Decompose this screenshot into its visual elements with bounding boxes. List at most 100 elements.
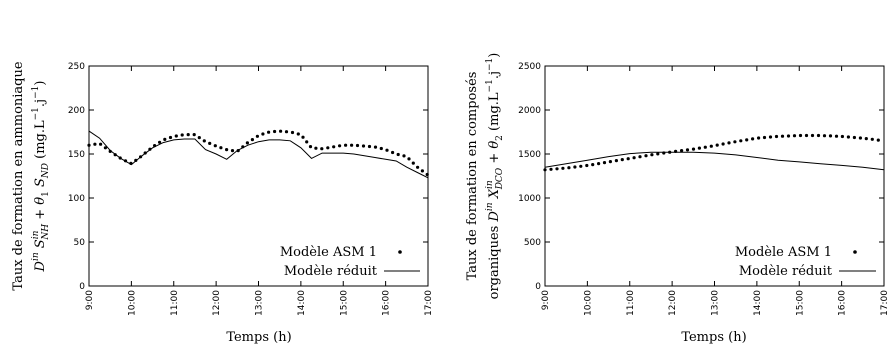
data-point — [332, 145, 336, 149]
data-point — [385, 148, 389, 152]
data-point — [230, 149, 235, 153]
data-point — [638, 155, 642, 159]
y-axis-label-left-line2: Din SinNH + θ1 SND (mg.L−1.j−1) — [31, 81, 51, 273]
legend-left: Modèle ASM 1 Modèle réduit — [280, 245, 420, 279]
data-point — [301, 135, 305, 139]
data-point — [798, 133, 803, 138]
data-point — [828, 134, 833, 138]
series-line-modele-reduit — [88, 130, 429, 179]
data-point — [650, 153, 654, 157]
y-tick-label: 0 — [535, 282, 541, 292]
y-axis-label-right-line2: organiques Din XinDCO + θ2 (mg.L−1.j−1) — [485, 53, 505, 300]
data-point — [852, 135, 857, 140]
data-point — [197, 136, 201, 140]
data-point — [186, 133, 190, 137]
x-tick-label: 17:00 — [880, 290, 887, 316]
data-point — [656, 152, 660, 156]
data-point — [379, 146, 383, 151]
y-tick-label: 1500 — [518, 150, 541, 160]
data-point — [602, 161, 607, 165]
data-point — [614, 159, 619, 163]
y-tick-label: 100 — [68, 194, 85, 204]
x-tick-label: 17:00 — [424, 290, 434, 316]
data-point — [644, 154, 648, 158]
x-tick-label: 12:00 — [668, 290, 678, 316]
legend-left-asm1-marker — [398, 250, 402, 254]
x-tick-label: 13:00 — [711, 290, 721, 316]
data-point — [279, 129, 283, 133]
data-point — [314, 146, 318, 150]
data-point — [721, 142, 725, 146]
data-point — [255, 134, 259, 138]
legend-right: Modèle ASM 1 Modèle réduit — [735, 245, 876, 279]
data-point — [180, 133, 184, 137]
data-point — [804, 133, 809, 138]
y-axis-label-right-line1: Taux de formation en composés — [465, 72, 480, 281]
data-point — [573, 165, 577, 169]
x-tick-label: 15:00 — [795, 290, 805, 316]
data-point — [567, 166, 571, 170]
y-axis-label-left-line1: Taux de formation en ammoniaque — [11, 61, 26, 290]
data-point — [762, 135, 767, 140]
x-tick-label: 11:00 — [626, 290, 636, 316]
x-tick-label: 14:00 — [753, 290, 763, 316]
data-point — [876, 138, 880, 142]
data-point — [367, 144, 372, 149]
data-point — [810, 133, 815, 138]
data-point — [549, 167, 553, 171]
data-point — [338, 144, 342, 148]
data-point — [174, 134, 178, 138]
data-point — [846, 135, 851, 139]
data-point — [834, 134, 839, 138]
legend-left-asm1-label: Modèle ASM 1 — [280, 245, 377, 260]
data-point — [579, 164, 583, 168]
data-point — [858, 136, 863, 140]
data-point — [561, 166, 565, 170]
data-point — [733, 140, 737, 144]
data-point — [840, 134, 845, 139]
y-tick-label: 1000 — [518, 194, 541, 204]
data-point — [632, 156, 636, 160]
data-point — [168, 135, 173, 140]
x-axis-label-right: Temps (h) — [681, 330, 746, 345]
data-point — [99, 142, 103, 146]
series-line-modele-reduit — [544, 151, 885, 171]
chart-left: 0 50 100 150 200 250 9:00 10:00 11:00 12:00 13:00… — [11, 61, 434, 345]
data-point — [864, 137, 868, 141]
y-tick-label: 50 — [74, 238, 86, 248]
data-point — [691, 147, 696, 151]
x-tick-label: 10:00 — [583, 290, 593, 316]
data-point — [192, 133, 196, 137]
data-point — [822, 134, 827, 138]
data-point — [780, 134, 785, 138]
data-point — [391, 150, 395, 155]
data-point — [219, 146, 223, 150]
data-point — [267, 130, 271, 134]
data-point — [320, 147, 324, 151]
data-point — [745, 138, 749, 142]
data-point — [87, 143, 91, 147]
y-tick-label: 500 — [524, 238, 541, 248]
y-tick-label: 2000 — [518, 106, 541, 116]
x-tick-label: 12:00 — [212, 290, 222, 316]
data-point — [626, 157, 630, 161]
data-point — [608, 160, 613, 164]
y-tick-label: 2500 — [518, 62, 541, 72]
data-point — [163, 137, 167, 141]
x-tick-label: 16:00 — [382, 290, 392, 316]
data-point — [202, 139, 206, 143]
data-point — [751, 137, 755, 141]
data-point — [411, 161, 415, 165]
data-point — [425, 172, 429, 177]
data-point — [555, 167, 559, 171]
data-point — [597, 162, 601, 166]
data-point — [290, 130, 295, 135]
data-point — [727, 141, 731, 145]
data-point — [355, 143, 360, 148]
data-point — [261, 132, 265, 136]
data-point — [703, 145, 707, 149]
x-tick-label: 15:00 — [339, 290, 349, 316]
data-point — [296, 132, 300, 136]
data-point — [273, 129, 277, 134]
